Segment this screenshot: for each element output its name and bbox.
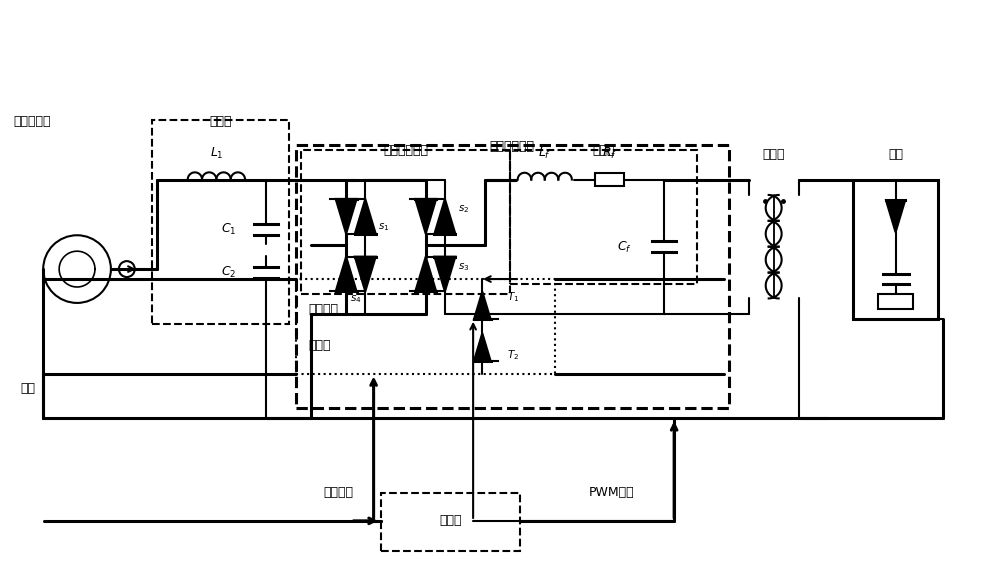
Bar bbox=[381, 493, 520, 550]
Text: $T_2$: $T_2$ bbox=[507, 348, 519, 362]
Polygon shape bbox=[415, 257, 436, 292]
Bar bbox=[510, 150, 697, 284]
Text: $C_f$: $C_f$ bbox=[617, 239, 632, 255]
Polygon shape bbox=[355, 257, 376, 292]
Bar bbox=[152, 120, 289, 324]
Text: 门极信号: 门极信号 bbox=[323, 487, 353, 499]
Polygon shape bbox=[355, 199, 376, 234]
Bar bbox=[296, 145, 729, 409]
Text: $s_1$: $s_1$ bbox=[378, 221, 390, 232]
Polygon shape bbox=[474, 292, 491, 320]
Text: $L_f$: $L_f$ bbox=[538, 146, 551, 161]
Text: 晶闸管换: 晶闸管换 bbox=[308, 303, 338, 316]
Bar bbox=[878, 294, 913, 309]
Polygon shape bbox=[415, 199, 436, 234]
Text: $s_3$: $s_3$ bbox=[458, 261, 469, 273]
Text: $L_1$: $L_1$ bbox=[210, 146, 223, 161]
Text: 控制器: 控制器 bbox=[439, 514, 461, 528]
Polygon shape bbox=[474, 333, 491, 361]
Text: $s_4$: $s_4$ bbox=[350, 293, 362, 305]
Text: PWM信号: PWM信号 bbox=[589, 487, 635, 499]
Text: 电网: 电网 bbox=[20, 382, 35, 395]
Bar bbox=[595, 173, 624, 187]
Text: 滤波器: 滤波器 bbox=[592, 144, 615, 157]
Text: 交流斩波电路: 交流斩波电路 bbox=[383, 144, 428, 157]
Text: 电压传感器: 电压传感器 bbox=[14, 115, 51, 128]
Text: 向电路: 向电路 bbox=[308, 339, 330, 352]
Polygon shape bbox=[886, 200, 905, 232]
Bar bbox=[296, 279, 555, 374]
Bar bbox=[301, 150, 510, 294]
Polygon shape bbox=[336, 257, 357, 292]
Text: 功率变换电路: 功率变换电路 bbox=[489, 139, 534, 153]
Polygon shape bbox=[434, 257, 455, 292]
Text: $R_f$: $R_f$ bbox=[602, 146, 617, 161]
Bar bbox=[853, 180, 938, 319]
Text: 负载: 负载 bbox=[888, 148, 903, 161]
Text: 滤波器: 滤波器 bbox=[209, 115, 232, 128]
Text: $T_1$: $T_1$ bbox=[507, 290, 519, 304]
Text: 变压器: 变压器 bbox=[762, 148, 785, 161]
Text: $C_2$: $C_2$ bbox=[221, 265, 236, 280]
Polygon shape bbox=[336, 199, 357, 234]
Polygon shape bbox=[434, 199, 455, 234]
Text: $s_2$: $s_2$ bbox=[458, 203, 469, 215]
Text: $C_1$: $C_1$ bbox=[221, 222, 236, 237]
